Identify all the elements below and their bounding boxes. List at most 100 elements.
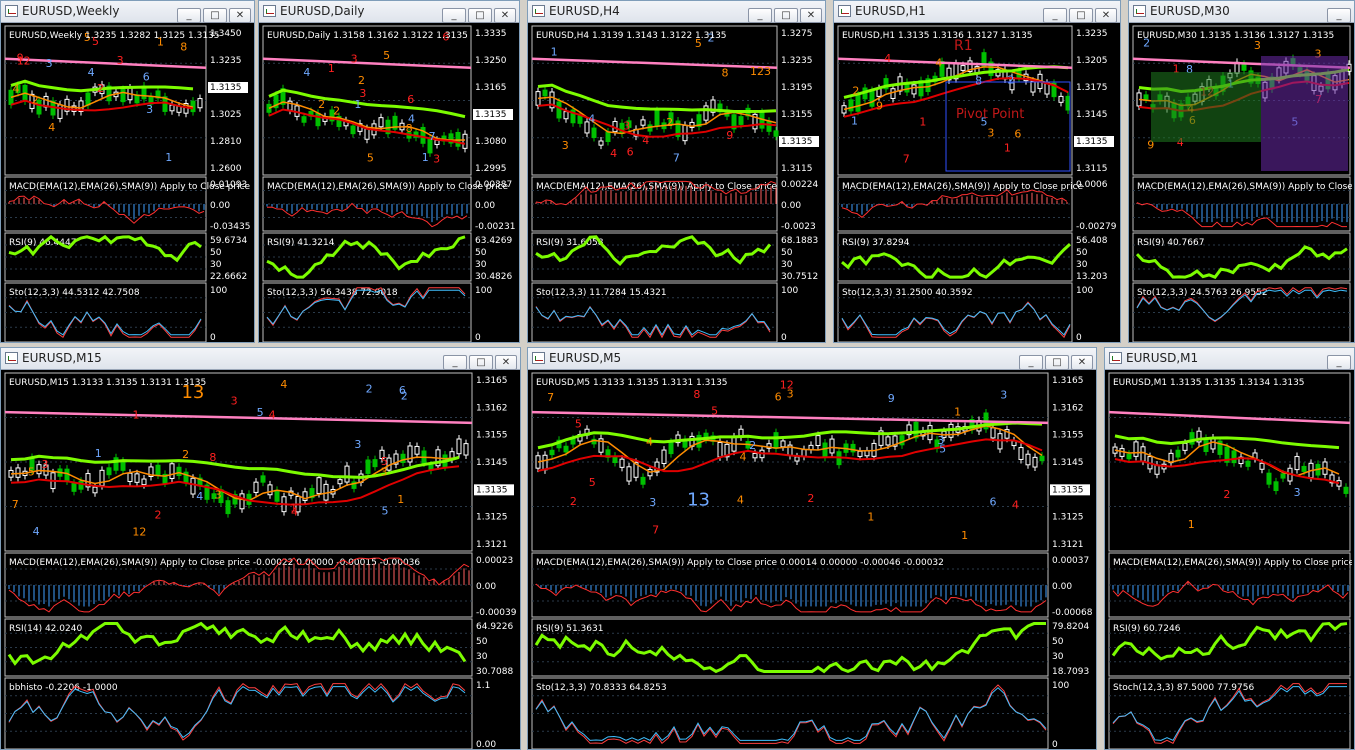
minimize-button[interactable]: _ [442, 8, 466, 23]
title-bar[interactable]: EURUSD,H1 _ □ ✕ [834, 1, 1120, 23]
candle-body [365, 459, 371, 474]
title-bar[interactable]: EURUSD,H4 _ □ ✕ [528, 1, 825, 23]
maximize-button[interactable]: □ [203, 8, 227, 23]
chart-area[interactable]: 34567891231214EURUSD,M30 1.3135 1.3136 1… [1131, 24, 1352, 342]
count-label: 8 [209, 451, 216, 464]
chart-window-daily[interactable]: EURUSD,Daily _ □ ✕ 2 3 4 5 6 1 2 3 1 2 3 4 5 6 7 8 1 EURUSD… [258, 0, 520, 343]
close-button[interactable]: ✕ [800, 8, 822, 23]
minimize-button[interactable]: _ [443, 355, 467, 370]
title-bar[interactable]: EURUSD,M1 _ [1105, 348, 1354, 370]
chart-window-h1[interactable]: EURUSD,H1 _ □ ✕ 4 1 2 3 4 5 6 7 8 9 1 1 2 R1 Pivot Point… [833, 0, 1121, 343]
price-axis-label: 1.3450 [210, 29, 242, 39]
count-label: 2 [1143, 36, 1150, 49]
count-label: 2 [318, 98, 325, 111]
candle-body [577, 115, 583, 124]
chart-window-m15[interactable]: EURUSD,M15 _ □ ✕ 13 1 2 3 4 5 12 3 4 5 1 2 3 4 5 1 2 3 4 5 6 7 8… [0, 347, 521, 750]
stochastic-pane[interactable] [262, 282, 472, 342]
minimize-button[interactable]: _ [1327, 8, 1351, 23]
chart-window-m1[interactable]: EURUSD,M1 _ 1 2 3 EURUSD,M1 1.3135 1.3135 1… [1104, 347, 1355, 750]
count-label: 3 [623, 120, 630, 133]
title-bar[interactable]: EURUSD,Weekly _ □ ✕ [1, 1, 254, 23]
count-label: 1 [954, 406, 961, 419]
candle-body [1065, 95, 1071, 111]
candle-body [456, 438, 462, 455]
minimize-button[interactable]: _ [748, 8, 772, 23]
count-label: 4 [740, 450, 747, 463]
maximize-button[interactable]: □ [774, 8, 798, 23]
title-bar[interactable]: EURUSD,Daily _ □ ✕ [259, 1, 519, 23]
candle-body [1231, 450, 1237, 464]
close-button[interactable]: ✕ [495, 355, 517, 370]
minimize-button[interactable]: _ [1043, 8, 1067, 23]
count-label: 3 [787, 387, 794, 400]
maximize-button[interactable]: □ [468, 8, 492, 23]
price-axis-label: 1.3135 [1052, 485, 1084, 495]
chart-area[interactable]: 2 3 4 5 6 1 2 3 1 2 3 4 5 6 7 8 1 EURUSD,Daily 1.3158 1.3… [261, 24, 517, 342]
candle-body [155, 90, 161, 99]
chart-header: EURUSD,Daily 1.3158 1.3162 1.3122 1.3135 [267, 31, 468, 41]
macd-axis-label: -0.00068 [1052, 608, 1093, 618]
count-label: 13 [181, 382, 204, 403]
candle-body [1280, 473, 1286, 479]
chart-window-weekly[interactable]: EURUSD,Weekly _ □ ✕ 4 5 6 8 9 1 2 3 4 1 2 3 5 12 3 4 EURUS… [0, 0, 255, 343]
minimize-button[interactable]: _ [1019, 355, 1043, 370]
close-button[interactable]: ✕ [229, 8, 251, 23]
sma-lime-line [537, 83, 777, 114]
candle-body [329, 109, 335, 122]
maximize-button[interactable]: □ [469, 355, 493, 370]
close-button[interactable]: ✕ [1095, 8, 1117, 23]
chart-area[interactable]: 4 1 2 3 4 5 6 7 8 9 1 1 2 R1 Pivot Point EURUSD,H1 1.31… [836, 24, 1118, 342]
stochastic-signal-line [535, 306, 771, 336]
rsi-axis-label: 30 [475, 260, 487, 270]
candle-body [204, 484, 210, 500]
sma-red-line [537, 103, 777, 138]
chart-window-m5[interactable]: EURUSD,M5 _ □ ✕ 1 2 3 4 5 2 3 4 5 6 7 13 1 12 3 4 5 6 7 8 9 1 2 3… [527, 347, 1097, 750]
count-label: 3 [1254, 39, 1261, 52]
count-label: 12 [17, 55, 31, 68]
macd-signal-line [535, 583, 1047, 613]
count-label: 123 [750, 65, 771, 78]
candle-body [563, 111, 569, 120]
chart-canvas: 4 1 2 3 4 5 6 7 8 9 1 1 2 R1 Pivot Point EURUSD,H1 1.31… [837, 25, 1117, 342]
count-label: 2 [366, 382, 373, 395]
candle-body [1196, 430, 1202, 443]
minimize-button[interactable]: _ [1327, 355, 1351, 370]
chart-icon [838, 5, 851, 17]
stochastic-main-line [1112, 683, 1347, 744]
rsi-line [7, 621, 467, 666]
chart-window-h4[interactable]: EURUSD,H4 _ □ ✕ 123 4 2 3 4 1 2 3 4 5 6 7 8 9 EURUSD,H4 … [527, 0, 826, 343]
count-label: 4 [280, 378, 287, 391]
candle-body [752, 452, 758, 459]
title-bar[interactable]: EURUSD,M30 _ [1129, 1, 1354, 23]
macd-signal-line [841, 189, 1068, 218]
chart-area[interactable]: 13 1 2 3 4 5 12 3 4 5 1 2 3 4 5 1 2 3 4 5 6 7 8 1 2 3 4 EURUSD,M15 … [3, 371, 518, 749]
count-label: 2 [707, 31, 714, 44]
chart-area[interactable]: 123 4 2 3 4 1 2 3 4 5 6 7 8 9 EURUSD,H4 1.3139 1.3143 … [530, 24, 823, 342]
title-bar[interactable]: EURUSD,M15 _ □ ✕ [1, 348, 520, 370]
chart-area[interactable]: 1 2 3 4 5 2 3 4 5 6 7 13 1 12 3 4 5 6 7 8 9 1 2 3 4 5 EURUSD,M5 1.… [530, 371, 1094, 749]
maximize-button[interactable]: □ [1045, 355, 1069, 370]
close-button[interactable]: ✕ [494, 8, 516, 23]
candle-body [85, 92, 91, 106]
minimize-button[interactable]: _ [177, 8, 201, 23]
count-label: 2 [155, 509, 162, 522]
count-label: 6 [1014, 127, 1021, 140]
candle-body [633, 461, 639, 478]
candle-body [372, 459, 378, 468]
candle-body [120, 89, 126, 103]
count-label: 2 [1223, 488, 1230, 501]
candle-body [640, 119, 646, 126]
chart-window-m30[interactable]: EURUSD,M30 _ 34567891231214EURUSD,M30 1.… [1128, 0, 1355, 343]
rsi-pane[interactable] [4, 618, 473, 677]
stochastic-label: bbhisto -0.2206 -1.0000 [9, 683, 118, 693]
close-button[interactable]: ✕ [1071, 355, 1093, 370]
maximize-button[interactable]: □ [1069, 8, 1093, 23]
chart-area[interactable]: 1 2 3 EURUSD,M1 1.3135 1.3135 1.3134 1.3135… [1107, 371, 1352, 749]
price-pane[interactable] [262, 25, 472, 176]
chart-area[interactable]: 4 5 6 8 9 1 2 3 4 1 2 3 5 12 3 4 EURUSD,Weekly 1.3235 1.… [3, 24, 252, 342]
candle-body [822, 442, 828, 458]
price-axis-label: 1.2995 [475, 164, 507, 174]
title-bar[interactable]: EURUSD,M5 _ □ ✕ [528, 348, 1096, 370]
macd-axis-label: 0.00 [476, 582, 496, 592]
